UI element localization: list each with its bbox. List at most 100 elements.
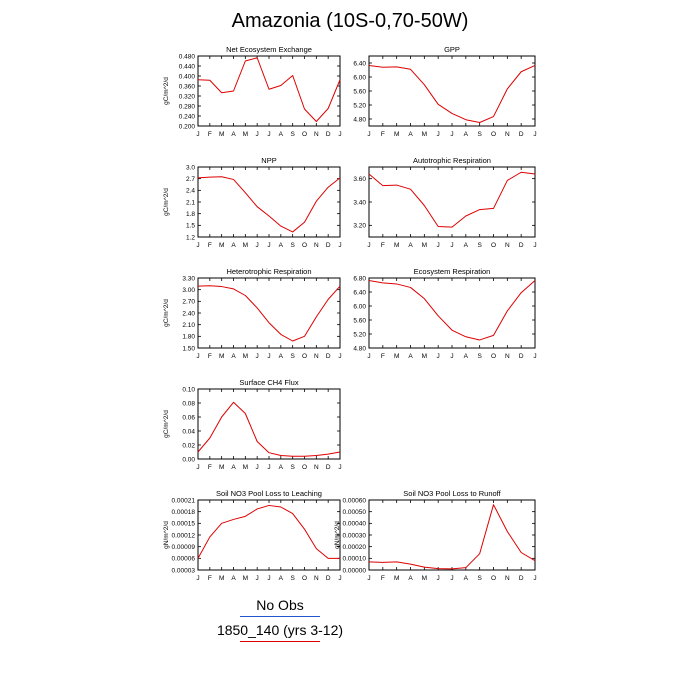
- x-tick-label: J: [267, 464, 270, 471]
- x-tick-label: O: [491, 353, 496, 360]
- series-line: [368, 64, 536, 123]
- x-tick-label: O: [491, 242, 496, 249]
- x-tick-label: M: [394, 353, 399, 360]
- y-tick-label: 0.06: [182, 414, 195, 421]
- y-tick-label: 2.1: [186, 199, 195, 206]
- y-tick-label: 0.02: [182, 442, 195, 449]
- y-tick-label: 0.00020: [343, 544, 367, 551]
- x-tick-label: D: [326, 353, 331, 360]
- x-tick-label: M: [219, 464, 224, 471]
- y-tick-label: 2.70: [182, 299, 195, 306]
- panel-title: Ecosystem Respiration: [414, 267, 491, 276]
- x-tick-label: A: [408, 242, 413, 249]
- chart-panel-2: GPP J F M A M J J A S O N D J 4.80 5.20 5.60 6.00 6.40: [353, 45, 536, 138]
- x-tick-label: J: [437, 575, 440, 582]
- x-tick-label: J: [533, 242, 536, 249]
- x-tick-label: O: [302, 464, 307, 471]
- panel-title: Soil NO3 Pool Loss to Runoff: [403, 489, 501, 498]
- plot-frame: [197, 55, 341, 127]
- x-tick-label: D: [326, 131, 331, 138]
- x-tick-label: N: [314, 353, 319, 360]
- x-tick-label: J: [196, 353, 199, 360]
- x-tick-label: S: [477, 242, 482, 249]
- y-tick-label: 3.40: [353, 199, 366, 206]
- y-tick-label: 6.80: [353, 275, 366, 282]
- x-tick-label: M: [243, 242, 248, 249]
- x-tick-label: M: [422, 131, 427, 138]
- x-tick-label: A: [408, 575, 413, 582]
- x-tick-label: S: [477, 353, 482, 360]
- x-tick-label: M: [394, 575, 399, 582]
- panel-title: Heterotrophic Respiration: [226, 267, 311, 276]
- x-tick-label: S: [290, 242, 295, 249]
- y-tick-label: 0.00018: [172, 509, 196, 516]
- y-tick-label: 4.80: [353, 116, 366, 123]
- x-tick-label: D: [519, 353, 524, 360]
- x-tick-label: J: [533, 131, 536, 138]
- x-tick-label: A: [464, 131, 469, 138]
- y-tick-label: 2.40: [182, 310, 195, 317]
- x-tick-label: S: [290, 575, 295, 582]
- x-tick-label: A: [464, 242, 469, 249]
- y-tick-label: 0.440: [179, 63, 196, 70]
- y-tick-label: 0.00: [182, 456, 195, 463]
- y-tick-label: 2.4: [186, 188, 195, 195]
- x-tick-label: F: [381, 131, 385, 138]
- x-tick-label: N: [314, 131, 319, 138]
- y-tick-label: 0.00012: [172, 532, 196, 539]
- y-tick-label: 5.20: [353, 331, 366, 338]
- y-tick-label: 0.00040: [343, 521, 367, 528]
- x-tick-label: M: [219, 353, 224, 360]
- x-tick-label: M: [219, 242, 224, 249]
- figure-title: Amazonia (10S-0,70-50W): [231, 10, 469, 32]
- plot-frame: [197, 499, 341, 571]
- x-tick-label: J: [533, 353, 536, 360]
- series-line: [197, 401, 341, 457]
- x-tick-label: A: [464, 353, 469, 360]
- x-tick-label: M: [243, 464, 248, 471]
- x-tick-label: N: [505, 353, 510, 360]
- x-tick-label: J: [367, 131, 370, 138]
- y-tick-label: 0.00015: [172, 521, 196, 528]
- x-tick-label: N: [505, 131, 510, 138]
- x-tick-label: O: [491, 575, 496, 582]
- plot-frame: [197, 166, 341, 238]
- x-tick-label: A: [231, 575, 236, 582]
- x-tick-label: M: [422, 242, 427, 249]
- y-tick-label: 3.30: [182, 275, 195, 282]
- x-tick-label: J: [338, 242, 341, 249]
- x-tick-label: D: [326, 575, 331, 582]
- y-axis-label: gC/m^2/d: [163, 77, 170, 105]
- x-tick-label: F: [208, 464, 212, 471]
- x-tick-label: O: [302, 353, 307, 360]
- x-tick-label: J: [533, 575, 536, 582]
- series-line: [197, 285, 341, 342]
- x-tick-label: J: [450, 575, 453, 582]
- x-tick-label: O: [302, 131, 307, 138]
- x-tick-label: A: [279, 353, 284, 360]
- x-tick-label: N: [505, 242, 510, 249]
- y-tick-label: 0.00050: [343, 509, 367, 516]
- x-tick-label: M: [422, 575, 427, 582]
- x-tick-label: J: [196, 464, 199, 471]
- x-tick-label: J: [437, 353, 440, 360]
- y-tick-label: 0.280: [179, 103, 196, 110]
- x-tick-label: S: [477, 575, 482, 582]
- x-tick-label: J: [450, 131, 453, 138]
- y-tick-label: 0.00060: [343, 497, 367, 504]
- y-tick-label: 0.00006: [172, 556, 196, 563]
- x-tick-label: J: [450, 353, 453, 360]
- x-tick-label: F: [208, 131, 212, 138]
- legend-label-obs: No Obs: [256, 597, 304, 613]
- x-tick-label: M: [394, 242, 399, 249]
- x-tick-label: J: [267, 575, 270, 582]
- x-tick-label: J: [367, 353, 370, 360]
- series-line: [368, 171, 536, 228]
- x-tick-label: M: [219, 131, 224, 138]
- plot-frame: [368, 277, 536, 349]
- y-tick-label: 1.80: [182, 334, 195, 341]
- x-tick-label: A: [279, 131, 284, 138]
